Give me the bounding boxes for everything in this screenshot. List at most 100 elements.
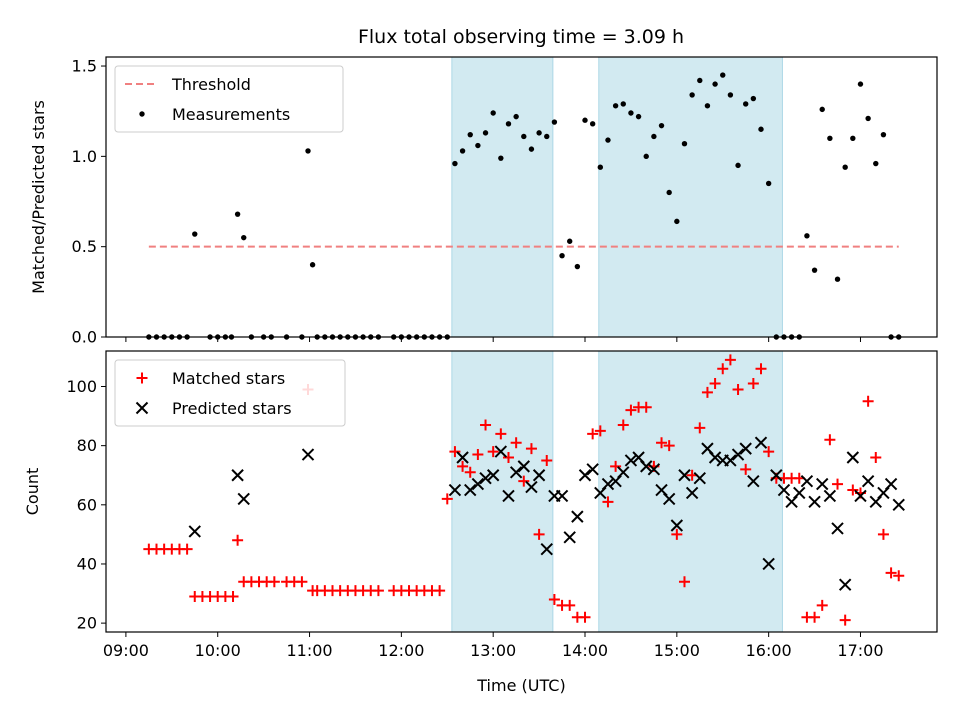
predicted-star-point (555, 489, 569, 503)
measurement-point (651, 133, 657, 140)
x-tick-label: 12:00 (378, 641, 424, 660)
matched-star-point (625, 404, 637, 416)
matched-star-point (724, 354, 736, 366)
legend-measurement-label: Measurements (172, 105, 290, 124)
matched-star-point (847, 484, 859, 496)
predicted-star-point (754, 436, 768, 449)
matched-star-point (441, 493, 453, 505)
measurement-point (827, 135, 833, 141)
measurement-point (635, 113, 642, 120)
measurement-point (605, 137, 611, 143)
predicted-star-point (800, 474, 814, 488)
y-axis-title: Matched/Predicted stars (29, 100, 48, 294)
axes-frame (105, 56, 938, 338)
matched-star-point (518, 475, 530, 487)
measurement-point (704, 103, 711, 109)
predicted-star-point (724, 454, 737, 467)
predicted-star-point (601, 477, 615, 491)
legend-predicted-label: Predicted stars (172, 399, 292, 418)
predicted-star-point (456, 451, 469, 464)
measurement-point (582, 117, 588, 123)
y-tick-label: 20 (77, 614, 97, 633)
matched-star-point (434, 585, 446, 597)
matched-star-point (656, 437, 668, 449)
measurement-point (498, 155, 504, 161)
matched-star-point (533, 528, 545, 540)
measurement-point (880, 131, 887, 138)
axes-frame (105, 350, 938, 633)
predicted-star-point (301, 448, 315, 461)
shaded-interval (451, 56, 554, 338)
predicted-star-point (486, 469, 500, 482)
predicted-star-point (479, 471, 492, 485)
measurement-point (758, 126, 764, 132)
predicted-star-point (662, 492, 676, 506)
measurement-point (459, 148, 466, 154)
predicted-star-point (892, 498, 905, 512)
matched-star-point (502, 451, 514, 463)
measurement-point (309, 262, 316, 268)
y-tick-label: 0.5 (72, 237, 97, 256)
chart-title: Flux total observing time = 3.09 h (358, 26, 684, 48)
y-tick-label: 40 (77, 554, 97, 573)
matched-star-point (296, 576, 308, 588)
measurement-point (528, 146, 535, 152)
measurement-point (873, 160, 879, 167)
matched-star-point (495, 428, 507, 440)
predicted-star-point (464, 483, 477, 497)
measurement-point (192, 231, 198, 237)
x-tick-label: 15:00 (654, 641, 700, 660)
predicted-star-point (770, 469, 783, 482)
measurement-point (241, 234, 247, 241)
x-tick-label: 14:00 (562, 641, 608, 660)
matched-star-point (671, 528, 683, 540)
measurement-point (819, 106, 825, 113)
measurement-point (804, 233, 810, 239)
measurement-point (697, 77, 703, 84)
matched-star-point (885, 567, 897, 579)
measurement-point (727, 92, 734, 98)
predicted-star-point (540, 542, 553, 556)
matched-star-point (701, 386, 713, 398)
measurement-point (865, 115, 871, 122)
legend-matched-label: Matched stars (172, 369, 285, 388)
matched-star-point (457, 460, 469, 472)
legend-box (114, 359, 346, 427)
measurement-point (765, 180, 772, 187)
matched-star-point (893, 570, 905, 582)
matched-star-point (464, 466, 476, 478)
measurement-point (452, 160, 458, 167)
predicted-star-point (188, 525, 201, 538)
predicted-star-point (571, 510, 584, 523)
predicted-star-point (762, 557, 775, 571)
predicted-star-point (231, 469, 244, 482)
x-tick-label: 16:00 (746, 641, 792, 660)
matched-star-point (541, 454, 553, 466)
predicted-star-point (494, 445, 508, 458)
measurement-point (834, 276, 841, 282)
predicted-star-point (693, 471, 706, 485)
measurement-point (743, 101, 749, 107)
measurement-point (505, 121, 512, 127)
matched-star-point (594, 425, 606, 437)
matched-star-point (870, 451, 882, 463)
predicted-star-point (678, 469, 691, 482)
predicted-star-point (471, 477, 485, 491)
measurement-point (234, 211, 241, 217)
measurement-point (735, 162, 741, 169)
predicted-star-point (617, 466, 630, 479)
predicted-star-point (739, 442, 752, 455)
matched-star-point (579, 611, 591, 623)
matched-star-point (181, 543, 193, 555)
predicted-star-point (854, 489, 867, 503)
measurement-point (857, 81, 864, 87)
measurement-point (482, 130, 489, 136)
predicted-star-point (884, 477, 898, 491)
predicted-star-point (793, 486, 806, 500)
matched-star-point (268, 576, 280, 588)
matched-star-point (564, 599, 576, 611)
predicted-star-point (647, 463, 661, 476)
measurement-point (620, 101, 626, 107)
matched-star-point (525, 443, 537, 455)
